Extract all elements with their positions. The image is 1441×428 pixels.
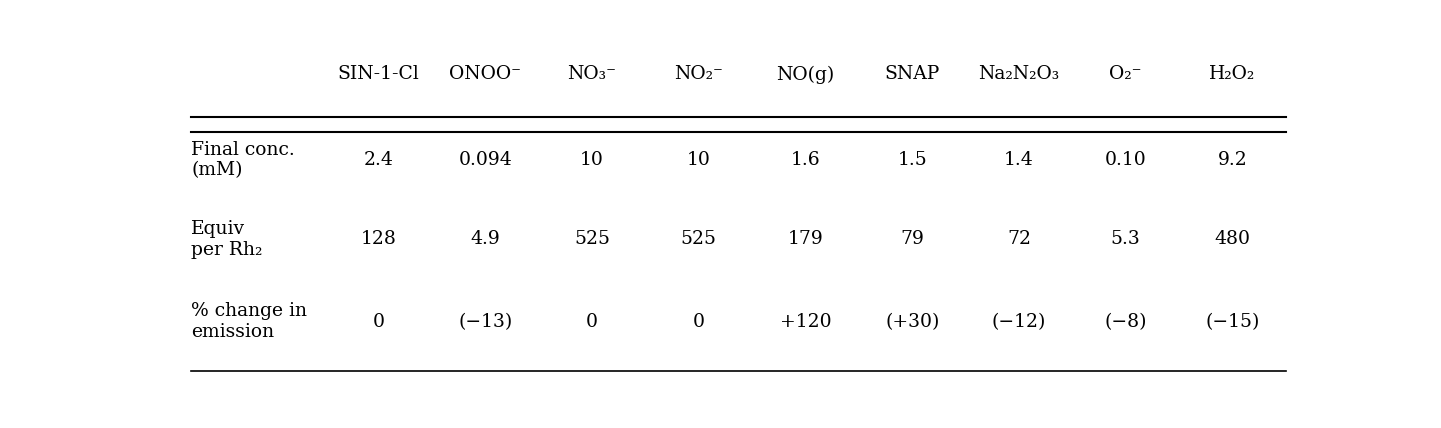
Text: 525: 525: [680, 230, 716, 248]
Text: 10: 10: [687, 151, 710, 169]
Text: 5.3: 5.3: [1111, 230, 1140, 248]
Text: NO₃⁻: NO₃⁻: [568, 65, 617, 83]
Text: 9.2: 9.2: [1218, 151, 1248, 169]
Text: 1.4: 1.4: [1004, 151, 1033, 169]
Text: 0: 0: [693, 312, 705, 330]
Text: Final conc.
(mM): Final conc. (mM): [192, 141, 295, 179]
Text: 0.10: 0.10: [1105, 151, 1147, 169]
Text: 10: 10: [581, 151, 604, 169]
Text: Equiv
per Rh₂: Equiv per Rh₂: [192, 220, 262, 259]
Text: 0: 0: [373, 312, 385, 330]
Text: 0: 0: [586, 312, 598, 330]
Text: 2.4: 2.4: [363, 151, 393, 169]
Text: 179: 179: [788, 230, 823, 248]
Text: ONOO⁻: ONOO⁻: [450, 65, 522, 83]
Text: 1.6: 1.6: [791, 151, 820, 169]
Text: 1.5: 1.5: [898, 151, 927, 169]
Text: 0.094: 0.094: [458, 151, 512, 169]
Text: (−13): (−13): [458, 312, 513, 330]
Text: (−8): (−8): [1104, 312, 1147, 330]
Text: NO₂⁻: NO₂⁻: [674, 65, 723, 83]
Text: 480: 480: [1215, 230, 1251, 248]
Text: 79: 79: [901, 230, 924, 248]
Text: 4.9: 4.9: [471, 230, 500, 248]
Text: NO(g): NO(g): [777, 65, 834, 83]
Text: H₂O₂: H₂O₂: [1209, 65, 1255, 83]
Text: % change in
emission: % change in emission: [192, 302, 307, 341]
Text: +120: +120: [780, 312, 831, 330]
Text: SIN-1-Cl: SIN-1-Cl: [337, 65, 419, 83]
Text: 128: 128: [360, 230, 396, 248]
Text: (+30): (+30): [885, 312, 940, 330]
Text: O₂⁻: O₂⁻: [1110, 65, 1141, 83]
Text: 525: 525: [574, 230, 610, 248]
Text: SNAP: SNAP: [885, 65, 940, 83]
Text: 72: 72: [1007, 230, 1030, 248]
Text: Na₂N₂O₃: Na₂N₂O₃: [978, 65, 1059, 83]
Text: (−15): (−15): [1205, 312, 1259, 330]
Text: (−12): (−12): [991, 312, 1046, 330]
